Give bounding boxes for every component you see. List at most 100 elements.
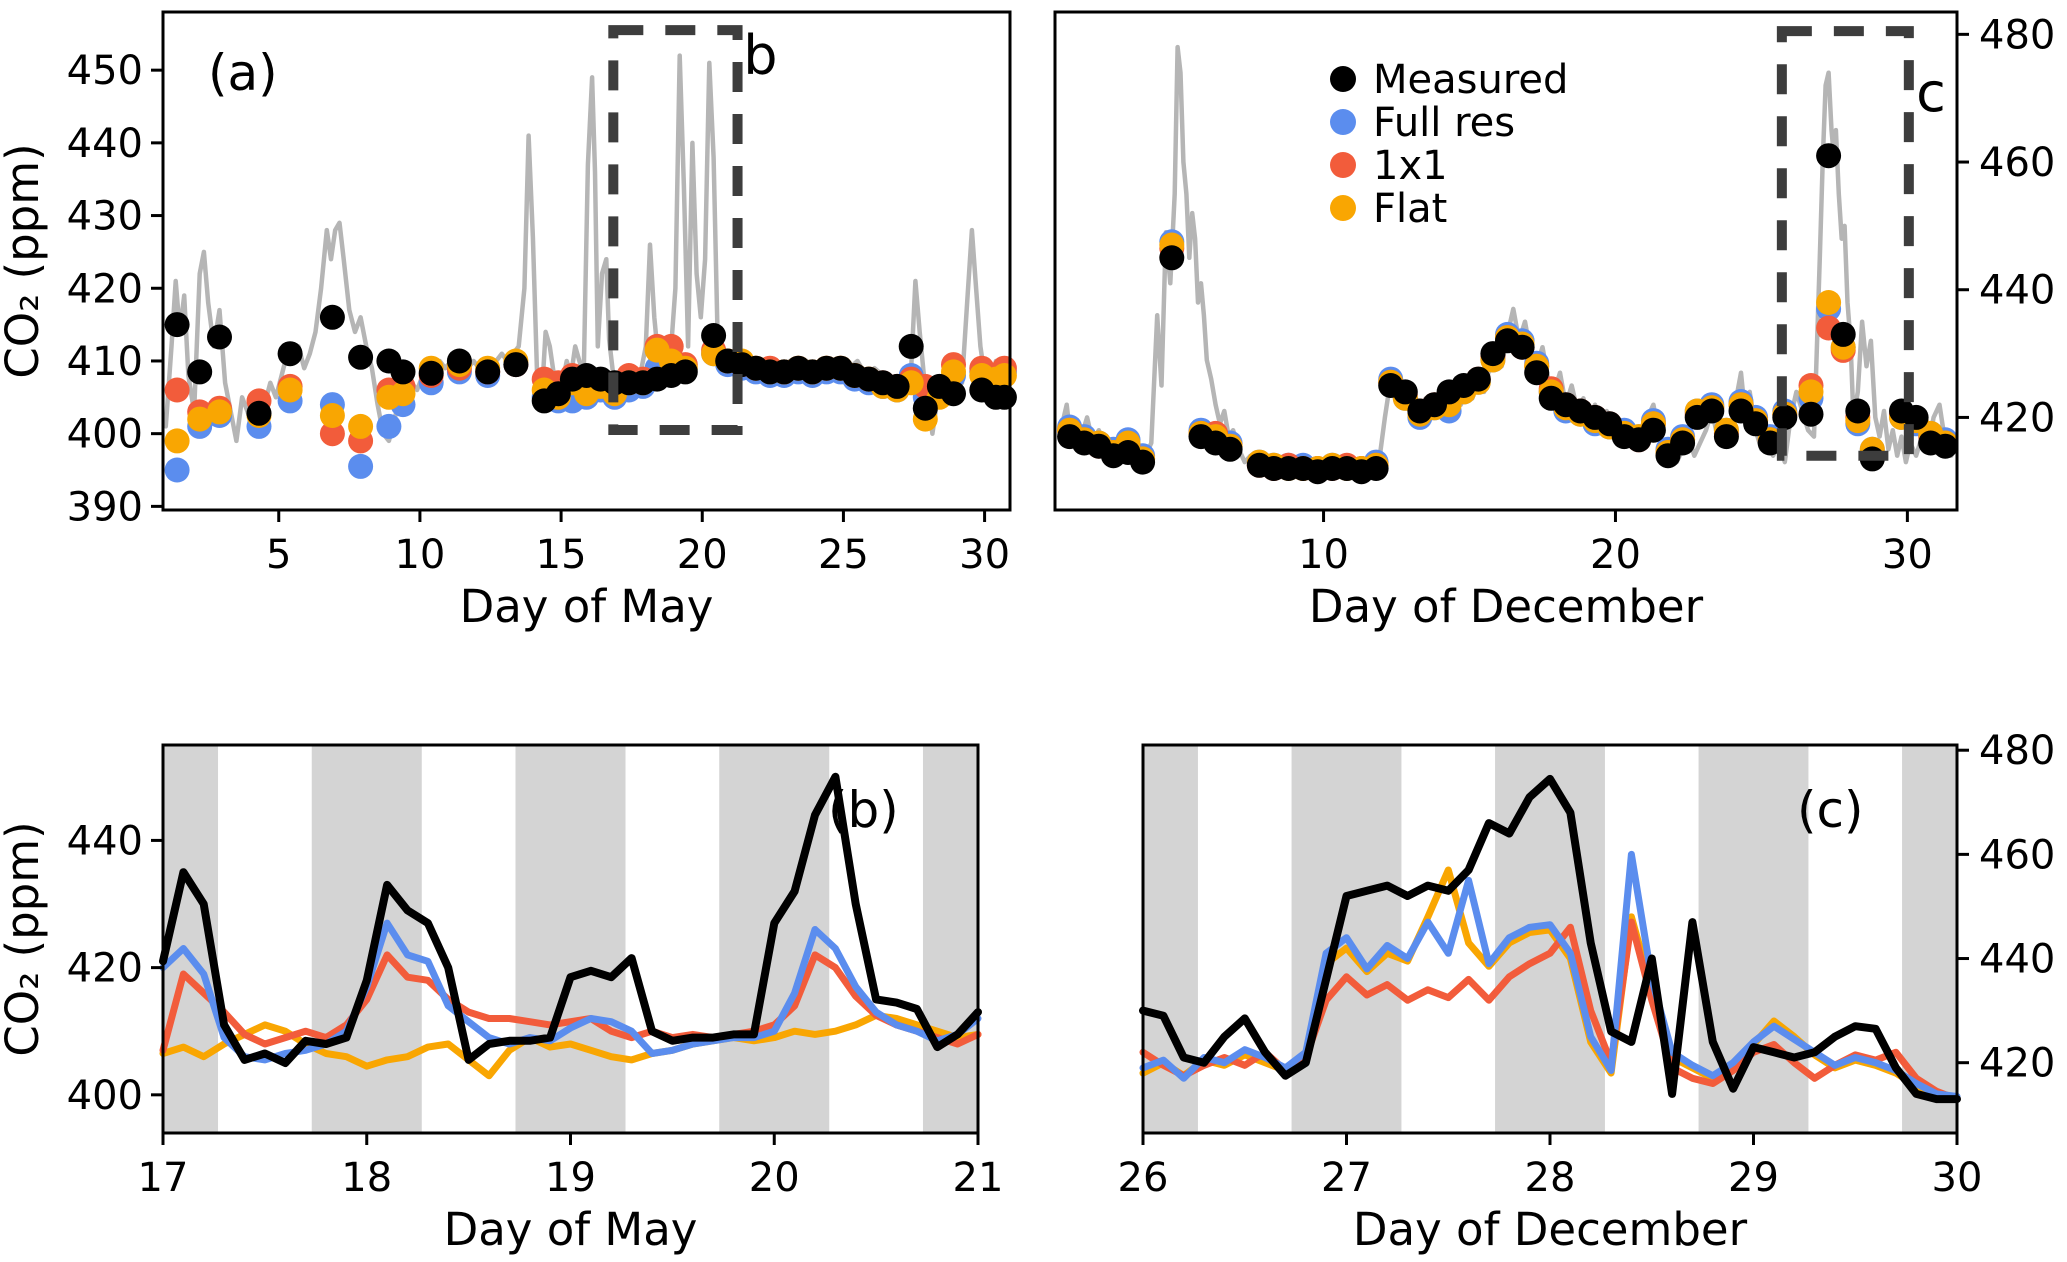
zoom-region-letter: b xyxy=(743,24,777,87)
legend-label-one_by_one: 1x1 xyxy=(1373,143,1448,189)
dot-flat xyxy=(277,377,303,403)
y-axis-label: CO₂ (ppm) xyxy=(0,821,49,1056)
y-tick-label: 440 xyxy=(67,121,143,167)
dot-one_by_one xyxy=(319,421,345,447)
dot-measured xyxy=(991,384,1017,410)
panel-b: 17 18 19 20 21 400 420 440 Day of May CO₂ (ppm) (b… xyxy=(0,743,1004,1256)
dot-flat xyxy=(207,399,232,425)
dot-measured xyxy=(1845,398,1871,424)
dot-measured xyxy=(1392,379,1418,405)
dot-measured xyxy=(503,352,529,378)
x-tick-label: 21 xyxy=(953,1155,1004,1201)
series-line-measured xyxy=(1139,774,1961,1104)
dot-flat xyxy=(319,403,345,428)
y-tick-label: 390 xyxy=(67,484,143,530)
panel-letter-a: (a) xyxy=(208,44,278,102)
dot-measured xyxy=(1798,401,1824,427)
series-line-one_by_one xyxy=(159,951,982,1054)
x-tick-label: 20 xyxy=(677,532,728,578)
dot-measured xyxy=(1217,436,1243,462)
y-tick-label: 440 xyxy=(1979,268,2055,314)
dot-measured xyxy=(418,360,444,386)
dot-measured xyxy=(1465,366,1491,392)
dot-measured xyxy=(1713,424,1739,450)
dot-measured xyxy=(912,395,938,421)
dot-full_res xyxy=(376,413,402,439)
y-tick-label: 440 xyxy=(67,818,143,864)
dot-measured xyxy=(246,400,272,426)
panel-a: b 5 10 15 20 25 30 390 400 410 420 430 440 450 Day of … xyxy=(0,10,1017,633)
dot-measured xyxy=(187,359,213,385)
y-tick-label: 410 xyxy=(67,339,143,385)
dot-measured xyxy=(348,344,374,370)
dot-full_res xyxy=(348,453,374,479)
axes-spines xyxy=(161,10,1012,512)
dot-measured xyxy=(164,312,190,338)
y-tick-label: 420 xyxy=(1979,395,2055,441)
y-tick-label: 460 xyxy=(1979,832,2055,878)
x-tick-label: 19 xyxy=(545,1155,596,1201)
x-tick-label: 30 xyxy=(959,532,1010,578)
y-axis-label: CO₂ (ppm) xyxy=(0,143,49,378)
dot-flat xyxy=(187,406,213,432)
dot-measured xyxy=(1670,430,1696,456)
x-tick-label: 27 xyxy=(1321,1155,1372,1201)
dots-measured xyxy=(164,304,1017,426)
dot-measured xyxy=(1816,143,1842,169)
axes-spines xyxy=(1053,10,1959,512)
night-band xyxy=(1698,745,1809,1133)
x-axis-label: Day of December xyxy=(1353,1203,1748,1256)
y-tick-label: 420 xyxy=(67,946,143,992)
dot-full_res xyxy=(164,457,190,483)
dot-measured xyxy=(941,381,966,407)
x-tick-label: 30 xyxy=(1932,1155,1983,1201)
x-tick-label: 10 xyxy=(394,532,445,578)
x-tick-label: 18 xyxy=(341,1155,392,1201)
x-axis-label: Day of May xyxy=(444,1203,698,1256)
dot-measured xyxy=(1363,456,1389,481)
x-tick-label: 28 xyxy=(1525,1155,1576,1201)
night-band xyxy=(311,745,422,1133)
x-tick-label: 17 xyxy=(138,1155,189,1201)
dot-measured xyxy=(475,359,501,385)
y-tick-label: 420 xyxy=(67,266,143,312)
dot-measured xyxy=(390,359,416,385)
dot-flat xyxy=(1798,379,1824,405)
dot-measured xyxy=(277,341,303,367)
night-band xyxy=(515,745,626,1133)
x-tick-label: 20 xyxy=(1590,532,1641,578)
y-tick-label: 430 xyxy=(67,194,143,240)
x-tick-label: 30 xyxy=(1882,532,1933,578)
legend-marker-full_res xyxy=(1330,109,1356,135)
dot-measured xyxy=(1130,449,1156,475)
dot-measured xyxy=(207,324,232,350)
series-line-in_situ_line xyxy=(1058,44,1954,471)
dot-measured xyxy=(1757,430,1783,456)
legend-label-full_res: Full res xyxy=(1373,100,1515,146)
zoom-region-box-b xyxy=(608,25,743,436)
legend-marker-measured xyxy=(1330,66,1356,92)
panel-c: 26 27 28 29 30 420 440 460 480 Day of December (c) xyxy=(1118,728,2056,1256)
dot-measured xyxy=(898,333,924,359)
y-tick-label: 450 xyxy=(67,48,143,94)
dot-measured xyxy=(701,323,727,348)
y-tick-label: 400 xyxy=(67,412,143,458)
y-tick-label: 400 xyxy=(67,1073,143,1119)
x-tick-label: 5 xyxy=(266,532,291,578)
dot-measured xyxy=(1932,433,1958,459)
panel-d: c 10 20 30 420 440 460 480 Day of December Measur… xyxy=(1053,10,2055,633)
x-tick-label: 10 xyxy=(1298,532,1349,578)
dot-measured xyxy=(1640,417,1666,443)
x-tick-label: 29 xyxy=(1728,1155,1779,1201)
x-tick-label: 20 xyxy=(749,1155,800,1201)
y-tick-label: 480 xyxy=(1979,728,2055,774)
y-tick-label: 420 xyxy=(1979,1041,2055,1087)
panel-letter-c: (c) xyxy=(1797,781,1864,839)
dot-measured xyxy=(672,359,698,385)
legend-marker-flat xyxy=(1330,195,1356,221)
dot-measured xyxy=(1903,404,1929,430)
dot-one_by_one xyxy=(164,377,190,403)
dot-measured xyxy=(1699,398,1725,424)
x-tick-label: 26 xyxy=(1118,1155,1169,1201)
